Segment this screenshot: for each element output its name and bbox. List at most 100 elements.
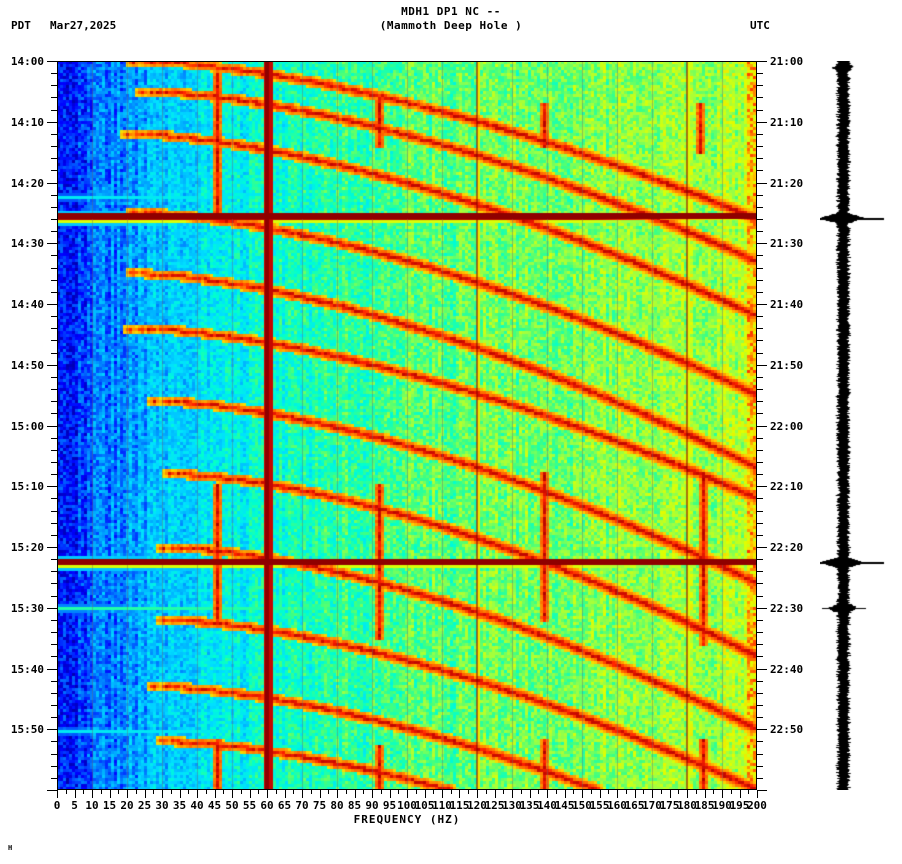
time-tick-right bbox=[757, 146, 763, 147]
frequency-tick bbox=[661, 790, 662, 794]
time-label-left: 15:40 bbox=[10, 662, 44, 676]
time-tick-right bbox=[757, 729, 767, 730]
time-label-left: 14:50 bbox=[10, 358, 44, 372]
frequency-tick bbox=[258, 790, 259, 794]
frequency-tick bbox=[302, 790, 303, 798]
time-tick-right bbox=[757, 790, 767, 791]
frequency-tick bbox=[757, 790, 758, 798]
time-tick-right bbox=[757, 438, 763, 439]
corner-artifact-mark: H bbox=[8, 844, 13, 852]
time-label-right: 21:00 bbox=[770, 55, 804, 68]
frequency-tick bbox=[573, 790, 574, 794]
frequency-tick bbox=[363, 790, 364, 794]
frequency-tick bbox=[267, 790, 268, 798]
time-tick-left bbox=[51, 110, 57, 111]
time-tick-right bbox=[757, 255, 763, 256]
seismogram-trace-image bbox=[820, 61, 902, 790]
frequency-tick bbox=[390, 790, 391, 798]
frequency-tick bbox=[591, 790, 592, 794]
time-tick-left bbox=[47, 122, 57, 123]
time-tick-right bbox=[757, 644, 763, 645]
frequency-tick bbox=[337, 790, 338, 798]
time-label-right: 21:10 bbox=[770, 115, 804, 129]
time-tick-right bbox=[757, 73, 763, 74]
frequency-tick bbox=[748, 790, 749, 794]
time-tick-left bbox=[47, 608, 57, 609]
time-tick-left bbox=[51, 620, 57, 621]
frequency-label: 40 bbox=[190, 799, 204, 812]
frequency-tick bbox=[451, 790, 452, 794]
time-tick-right bbox=[757, 486, 767, 487]
time-label-right: 22:20 bbox=[770, 541, 804, 554]
time-tick-left bbox=[51, 377, 57, 378]
time-tick-right bbox=[757, 304, 767, 305]
frequency-tick bbox=[626, 790, 627, 794]
time-tick-right bbox=[757, 596, 763, 597]
time-label-right: 21:40 bbox=[770, 298, 804, 311]
time-tick-left bbox=[51, 97, 57, 98]
frequency-tick bbox=[136, 790, 137, 794]
frequency-tick bbox=[740, 790, 741, 798]
frequency-label: 115 bbox=[449, 799, 470, 812]
time-tick-left bbox=[47, 61, 57, 62]
frequency-label: 160 bbox=[607, 799, 627, 812]
frequency-tick bbox=[547, 790, 548, 798]
time-tick-left bbox=[51, 571, 57, 572]
frequency-tick bbox=[521, 790, 522, 794]
timezone-right-label: UTC bbox=[750, 19, 770, 32]
time-tick-right bbox=[757, 511, 763, 512]
frequency-tick bbox=[530, 790, 531, 798]
time-tick-left bbox=[51, 158, 57, 159]
frequency-tick bbox=[66, 790, 67, 794]
frequency-axis-title: FREQUENCY (HZ) bbox=[353, 813, 461, 826]
time-tick-left bbox=[51, 353, 57, 354]
frequency-tick bbox=[180, 790, 181, 798]
frequency-tick bbox=[652, 790, 653, 798]
frequency-tick bbox=[197, 790, 198, 798]
frequency-tick bbox=[713, 790, 714, 794]
time-tick-left bbox=[47, 243, 57, 244]
seismogram-trace-panel[interactable] bbox=[820, 61, 902, 790]
time-label-left: 14:10 bbox=[10, 115, 44, 129]
time-tick-left bbox=[51, 693, 57, 694]
time-tick-right bbox=[757, 195, 763, 196]
time-tick-left bbox=[51, 535, 57, 536]
time-tick-left bbox=[51, 596, 57, 597]
frequency-tick bbox=[696, 790, 697, 794]
frequency-tick bbox=[433, 790, 434, 794]
time-tick-left bbox=[51, 474, 57, 475]
frequency-tick bbox=[503, 790, 504, 794]
frequency-tick bbox=[355, 790, 356, 798]
time-tick-right bbox=[757, 559, 763, 560]
frequency-label: 20 bbox=[120, 799, 134, 812]
time-tick-right bbox=[757, 426, 767, 427]
time-tick-right bbox=[757, 231, 763, 232]
frequency-tick bbox=[608, 790, 609, 794]
frequency-tick bbox=[110, 790, 111, 798]
frequency-label: 75 bbox=[312, 799, 327, 812]
time-tick-left bbox=[51, 766, 57, 767]
time-label-right: 22:40 bbox=[770, 662, 804, 676]
time-tick-left bbox=[47, 183, 57, 184]
spectrogram-image bbox=[57, 61, 757, 790]
frequency-label: 155 bbox=[589, 799, 610, 812]
time-tick-left bbox=[51, 73, 57, 74]
frequency-tick bbox=[250, 790, 251, 798]
time-tick-right bbox=[757, 389, 763, 390]
time-tick-left bbox=[51, 523, 57, 524]
frequency-tick bbox=[188, 790, 189, 794]
spectrogram-plot[interactable] bbox=[57, 61, 757, 790]
frequency-label: 25 bbox=[137, 799, 152, 812]
frequency-tick bbox=[425, 790, 426, 798]
time-tick-right bbox=[757, 498, 763, 499]
frequency-label: 15 bbox=[102, 799, 117, 812]
frequency-tick bbox=[328, 790, 329, 794]
time-label-left: 14:00 bbox=[10, 55, 44, 68]
time-tick-left bbox=[51, 438, 57, 439]
time-label-left: 15:20 bbox=[10, 541, 44, 554]
frequency-label: 195 bbox=[729, 799, 750, 812]
frequency-label: 55 bbox=[242, 799, 257, 812]
frequency-label: 165 bbox=[624, 799, 645, 812]
time-tick-right bbox=[757, 450, 763, 451]
frequency-tick bbox=[232, 790, 233, 798]
